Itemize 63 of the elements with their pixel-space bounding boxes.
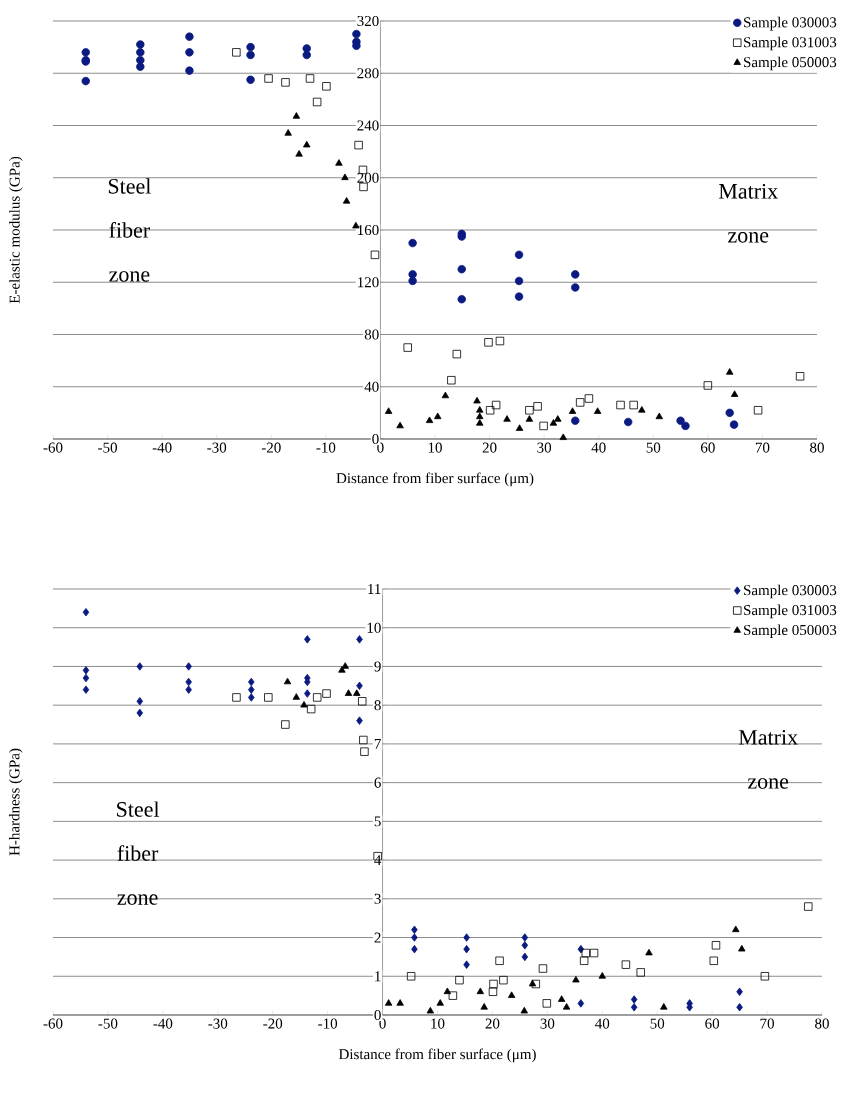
y-tick-label: 80	[364, 329, 379, 340]
y-tick-label: 240	[357, 120, 379, 131]
x-tick-label: -50	[98, 442, 117, 453]
y-tick-label: 40	[364, 381, 379, 392]
x-tick-label: 20	[485, 1018, 500, 1029]
x-tick-label: -40	[153, 1018, 173, 1029]
x-tick-label: 10	[431, 1018, 445, 1029]
text: Matrix zone	[738, 730, 798, 789]
x-tick-label: 20	[482, 442, 497, 453]
x-tick-label: -10	[316, 442, 336, 453]
text: Matrix zone	[718, 183, 778, 243]
y-tick-label: 0	[374, 1009, 381, 1021]
x-tick-label: -40	[152, 442, 172, 453]
y-tick-label: 8	[374, 700, 381, 711]
x-tick-label: 80	[810, 442, 824, 453]
y-tick-label: 120	[358, 277, 379, 288]
y-tick-label: 160	[358, 224, 379, 236]
x-tick-label: -20	[263, 1018, 283, 1029]
y-tick-label: 0	[372, 433, 379, 445]
x-tick-label: -20	[261, 442, 281, 453]
x-tick-label: 10	[428, 442, 442, 453]
y-tick-label: 5	[374, 816, 381, 827]
x-tick-label: 40	[591, 442, 606, 453]
x-tick-label: -60	[43, 442, 63, 453]
y-tick-label: 2	[374, 932, 381, 943]
y-tick-label: 7	[374, 739, 381, 749]
legend-label: Sample 050003	[744, 56, 837, 71]
x-tick-label: 50	[646, 442, 661, 453]
y-tick-label: 6	[374, 777, 381, 788]
x-tick-label: 30	[537, 442, 552, 453]
x-tick-label: -50	[98, 1018, 118, 1029]
text: Steel fiber zone	[108, 178, 151, 282]
legend-label: Sample 030003	[744, 584, 837, 599]
x-tick-label: 60	[701, 442, 715, 453]
y-tick-label: 280	[357, 68, 379, 79]
y-tick-label: 3	[374, 893, 381, 904]
y-tick-label: 11	[368, 584, 381, 594]
x-tick-label: 70	[760, 1018, 774, 1029]
x-tick-label: -10	[318, 1018, 338, 1029]
x-tick-label: 30	[540, 1018, 555, 1029]
y-tick-label: 1	[375, 971, 381, 982]
legend-label: Sample 031003	[744, 36, 837, 51]
x-tick-label: -30	[207, 442, 227, 453]
y-tick-label: 4	[374, 855, 382, 866]
legend-label: Sample 030003	[744, 16, 837, 31]
y-axis-title: H-hardness (GPa)	[8, 748, 23, 856]
text: Steel fiber zone	[117, 801, 160, 905]
x-tick-label: -60	[43, 1018, 63, 1029]
y-tick-label: 320	[357, 15, 379, 27]
legend-label: Sample 050003	[744, 624, 837, 639]
y-tick-label: 9	[374, 661, 381, 672]
x-tick-label: 50	[650, 1018, 665, 1029]
y-axis-title: E-elastic modulus (GPa)	[9, 156, 23, 304]
legend-label: Sample 031003	[744, 604, 837, 619]
x-tick-label: -30	[208, 1018, 228, 1029]
y-tick-label: 200	[357, 172, 379, 183]
x-tick-label: 40	[595, 1018, 610, 1029]
x-tick-label: 60	[705, 1018, 720, 1029]
y-tick-label: 10	[367, 622, 381, 633]
x-tick-label: 70	[755, 442, 770, 453]
x-tick-label: 80	[815, 1018, 829, 1029]
x-axis-title: Distance from fiber surface (μm)	[336, 472, 534, 487]
x-axis-title: Distance from fiber surface (μm)	[338, 1048, 536, 1063]
